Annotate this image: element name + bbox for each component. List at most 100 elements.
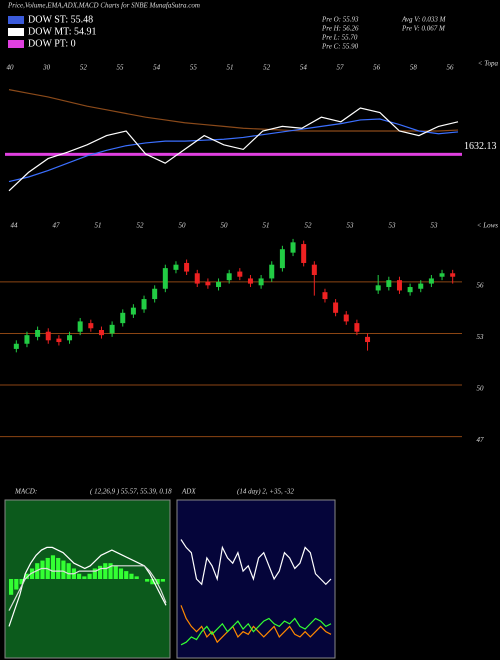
legend-swatch bbox=[8, 28, 24, 36]
top-label: 52 bbox=[80, 64, 88, 72]
adx-line bbox=[180, 539, 332, 586]
candle-body bbox=[194, 273, 200, 284]
histogram-bar bbox=[134, 576, 139, 579]
candle-body bbox=[184, 262, 190, 272]
top-label: 54 bbox=[300, 64, 308, 72]
candle-body bbox=[237, 271, 243, 277]
top-label: 50 bbox=[179, 222, 187, 230]
candle-body bbox=[130, 307, 136, 315]
candle-body bbox=[226, 273, 232, 281]
y-tick-label: 53 bbox=[477, 333, 485, 341]
histogram-bar bbox=[24, 573, 29, 579]
panel-title: MACD: bbox=[14, 488, 37, 496]
top-label: 56 bbox=[447, 64, 455, 72]
candle-body bbox=[45, 331, 51, 341]
panel-bg bbox=[176, 499, 336, 659]
macd-line bbox=[8, 546, 167, 627]
histogram-bar bbox=[124, 571, 129, 579]
candle-body bbox=[333, 302, 339, 313]
histogram-bar bbox=[150, 579, 155, 585]
histogram-bar bbox=[108, 563, 113, 579]
top-label: 51 bbox=[227, 64, 234, 72]
candle-body bbox=[311, 264, 317, 275]
adx-line bbox=[180, 617, 332, 646]
candle-body bbox=[152, 288, 158, 300]
series-line bbox=[8, 89, 459, 132]
candle-body bbox=[428, 278, 434, 284]
candle-body bbox=[56, 338, 62, 343]
level-label: 1632.13 bbox=[464, 141, 497, 152]
legend-swatch bbox=[8, 40, 24, 48]
histogram-bar bbox=[40, 560, 45, 579]
candle-body bbox=[162, 268, 168, 289]
candle-body bbox=[109, 324, 115, 334]
stat: Pre V: 0.067 M bbox=[401, 25, 446, 33]
histogram-bar bbox=[14, 579, 19, 590]
candle-body bbox=[67, 335, 73, 341]
candle-body bbox=[205, 281, 211, 286]
candle-body bbox=[98, 330, 104, 336]
top-label: 52 bbox=[305, 222, 313, 230]
histogram-bar bbox=[87, 573, 92, 579]
top-label: 51 bbox=[263, 222, 270, 230]
panel-subtitle: ( 12,26,9 ) 55.57, 55.39, 0.18 bbox=[90, 488, 172, 496]
top-label: 52 bbox=[137, 222, 145, 230]
candle-body bbox=[216, 281, 222, 288]
candle-body bbox=[301, 244, 307, 263]
histogram-bar bbox=[103, 563, 108, 579]
candle-body bbox=[247, 278, 253, 284]
top-label: 55 bbox=[117, 64, 125, 72]
panel-title: ADX bbox=[181, 488, 196, 496]
histogram-bar bbox=[92, 568, 97, 579]
candle-body bbox=[269, 264, 275, 279]
candle-body bbox=[322, 292, 328, 300]
candle-body bbox=[365, 336, 371, 343]
candle-body bbox=[396, 280, 402, 291]
level-line bbox=[5, 152, 462, 156]
candle-body bbox=[88, 323, 94, 329]
histogram-bar bbox=[56, 557, 61, 579]
series-line bbox=[8, 107, 459, 192]
histogram-bar bbox=[50, 555, 56, 579]
candle-body bbox=[13, 343, 19, 349]
histogram-bar bbox=[97, 565, 103, 579]
top-label: 51 bbox=[95, 222, 102, 230]
stat: Pre O: 55.93 bbox=[321, 16, 359, 24]
top-label: 52 bbox=[263, 64, 271, 72]
candle-body bbox=[375, 285, 381, 291]
top-label: 56 bbox=[373, 64, 381, 72]
corner-label: < Lows bbox=[477, 222, 499, 230]
y-tick-label: 56 bbox=[477, 281, 485, 289]
histogram-bar bbox=[19, 579, 24, 585]
corner-label: < Topa bbox=[478, 60, 499, 68]
top-label: 40 bbox=[7, 64, 15, 72]
histogram-bar bbox=[66, 563, 71, 579]
legend-swatch bbox=[8, 16, 24, 24]
histogram-bar bbox=[129, 573, 134, 579]
candle-body bbox=[258, 278, 264, 286]
stat: Avg V: 0.033 M bbox=[401, 16, 447, 24]
candle-body bbox=[279, 249, 285, 269]
top-label: 53 bbox=[389, 222, 397, 230]
stat: Pre C: 55.90 bbox=[321, 43, 359, 51]
candle-body bbox=[24, 335, 30, 344]
candle-body bbox=[120, 312, 126, 324]
stat: Pre H: 56.26 bbox=[321, 25, 359, 33]
candle-body bbox=[77, 321, 83, 332]
candle-body bbox=[290, 242, 296, 253]
macd-line bbox=[8, 565, 167, 611]
y-tick-label: 50 bbox=[477, 385, 485, 393]
panel-subtitle: (14 day) 2, +35, -32 bbox=[237, 488, 294, 496]
candle-body bbox=[439, 273, 445, 277]
candle-body bbox=[343, 314, 349, 322]
top-label: 44 bbox=[11, 222, 19, 230]
candle-body bbox=[141, 299, 147, 310]
histogram-bar bbox=[155, 579, 160, 585]
page-title: Price,Volume,EMA,ADX,MACD Charts for SNB… bbox=[7, 2, 200, 10]
y-tick-label: 47 bbox=[477, 436, 485, 444]
top-label: 30 bbox=[42, 64, 51, 72]
top-label: 53 bbox=[431, 222, 439, 230]
histogram-bar bbox=[9, 579, 14, 595]
legend-label: DOW ST: 55.48 bbox=[28, 14, 93, 25]
